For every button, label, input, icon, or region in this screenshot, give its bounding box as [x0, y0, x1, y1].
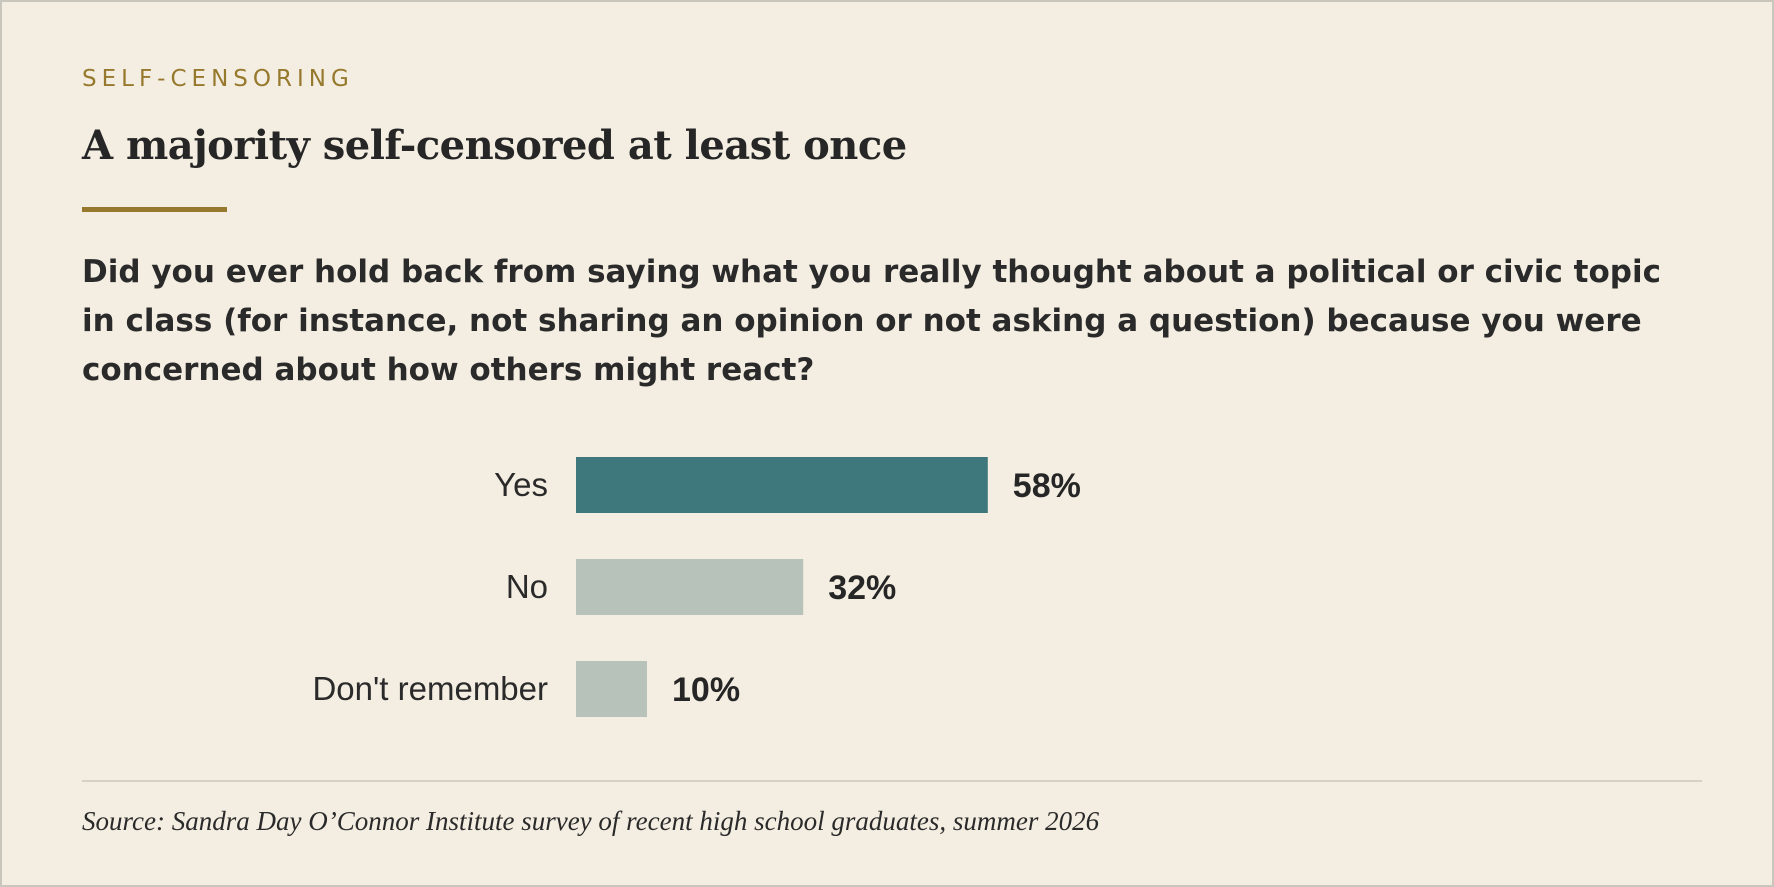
value-label: 32%	[828, 569, 896, 607]
chart-title: A majority self-censored at least once	[82, 122, 907, 169]
survey-question: Did you ever hold back from saying what …	[82, 254, 1661, 388]
value-label: 10%	[672, 671, 740, 709]
bar	[576, 457, 988, 513]
category-label: No	[506, 568, 548, 605]
bar	[576, 661, 647, 717]
bar	[576, 559, 804, 615]
category-label: Don't remember	[312, 670, 548, 707]
category-label: Yes	[494, 466, 548, 503]
source-divider	[82, 780, 1702, 782]
kicker-label: SELF-CENSORING	[82, 66, 354, 92]
value-label: 58%	[1013, 467, 1081, 505]
source-note: Source: Sandra Day O’Connor Institute su…	[82, 806, 1100, 836]
title-accent-rule	[82, 207, 227, 212]
